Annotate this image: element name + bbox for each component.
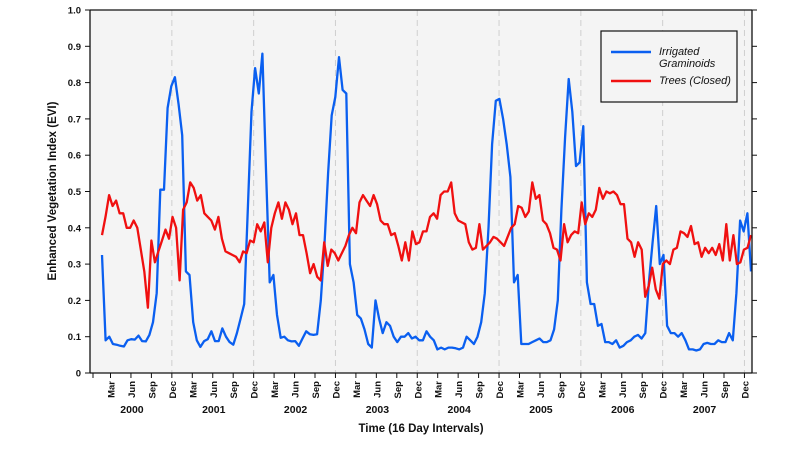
y-tick-label: 0.9 [68, 42, 81, 53]
year-label: 2003 [366, 404, 390, 416]
x-tick-label-mar: Mar [597, 381, 608, 398]
x-tick-label-jun: Jun [372, 381, 383, 398]
y-tick-label: 0.8 [68, 78, 81, 89]
x-tick-label-dec: Dec [168, 381, 179, 398]
x-tick-label-sep: Sep [229, 381, 240, 399]
x-tick-label-jun: Jun [454, 381, 465, 398]
series-line-trees-closed [100, 181, 753, 309]
x-tick-label-mar: Mar [679, 381, 690, 398]
legend-label-trees-closed: Trees (Closed) [659, 75, 731, 87]
x-tick-label-mar: Mar [270, 381, 281, 398]
y-tick-label: 0.7 [68, 114, 81, 125]
x-tick-label-sep: Sep [475, 381, 486, 399]
y-tick-label: 0.6 [68, 151, 81, 162]
legend-label-irrigated-graminoids-2: Graminoids [659, 58, 716, 70]
year-label: 2000 [120, 404, 144, 416]
legend: Irrigated Graminoids Trees (Closed) [600, 30, 738, 103]
x-tick-label-dec: Dec [495, 381, 506, 398]
legend-box [600, 30, 738, 103]
y-tick-label: 0.5 [68, 187, 82, 198]
x-tick-label-sep: Sep [556, 381, 567, 399]
x-axis-label: Time (16 Day Intervals) [358, 423, 483, 435]
x-tick-label-sep: Sep [393, 381, 404, 399]
year-label: 2006 [611, 404, 635, 416]
y-tick-label: 0.2 [68, 296, 81, 307]
x-tick-label-dec: Dec [740, 381, 751, 398]
y-axis-label: Enhanced Vegetation Index (EVI) [47, 101, 59, 280]
x-tick-label-jun: Jun [127, 381, 138, 398]
x-tick-label-dec: Dec [250, 381, 261, 398]
x-tick-label-dec: Dec [577, 381, 588, 398]
x-tick-label-jun: Jun [618, 381, 629, 398]
x-tick-label-jun: Jun [209, 381, 220, 398]
y-tick-label: 0.3 [68, 260, 81, 271]
x-tick-label-mar: Mar [434, 381, 445, 398]
x-tick-label-jun: Jun [700, 381, 711, 398]
y-tick-label: 0.1 [68, 332, 82, 343]
legend-label-irrigated-graminoids-1: Irrigated [659, 46, 700, 58]
year-label: 2007 [693, 404, 717, 416]
year-label: 2001 [202, 404, 226, 416]
year-label: 2005 [529, 404, 553, 416]
x-tick-label-dec: Dec [659, 381, 670, 398]
x-tick-label-mar: Mar [107, 381, 118, 398]
x-tick-label-sep: Sep [147, 381, 158, 399]
y-tick-label: 1.0 [68, 6, 81, 17]
year-label: 2004 [447, 404, 471, 416]
x-tick-label-mar: Mar [352, 381, 363, 398]
x-tick-label-sep: Sep [311, 381, 322, 399]
x-tick-label-sep: Sep [720, 381, 731, 399]
x-tick-label-mar: Mar [516, 381, 527, 398]
x-tick-label-jun: Jun [291, 381, 302, 398]
x-tick-label-jun: Jun [536, 381, 547, 398]
x-tick-label-dec: Dec [331, 381, 342, 398]
y-tick-label: 0 [76, 369, 81, 380]
x-tick-label-mar: Mar [188, 381, 199, 398]
x-tick-label-sep: Sep [638, 381, 649, 399]
year-label: 2002 [284, 404, 308, 416]
x-tick-label-dec: Dec [413, 381, 424, 398]
y-tick-label: 0.4 [68, 223, 82, 234]
series-line-irrigated-graminoids [100, 52, 753, 352]
